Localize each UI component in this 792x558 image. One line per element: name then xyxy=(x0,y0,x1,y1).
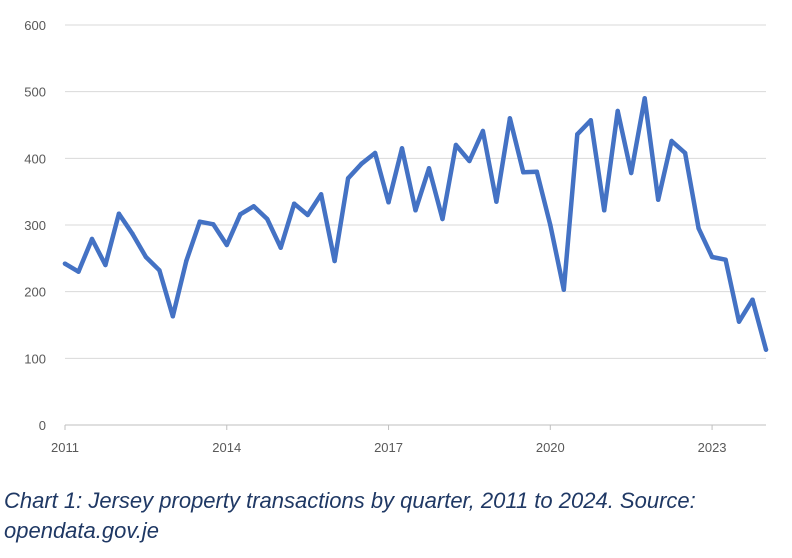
data-point xyxy=(130,231,135,236)
data-point xyxy=(103,262,108,268)
data-point xyxy=(170,314,176,319)
data-point xyxy=(318,192,324,197)
data-point xyxy=(211,222,216,227)
data-point xyxy=(116,211,122,216)
series-line xyxy=(62,96,769,352)
y-tick-label: 400 xyxy=(24,151,46,166)
data-point xyxy=(305,212,310,218)
data-point xyxy=(655,197,661,202)
x-tick-label: 2023 xyxy=(698,440,727,455)
data-point xyxy=(709,254,715,260)
data-point xyxy=(682,150,688,156)
data-point xyxy=(76,269,81,274)
data-point xyxy=(143,254,149,260)
y-tick-label: 500 xyxy=(24,85,46,100)
x-tick-label: 2017 xyxy=(374,440,403,455)
data-point xyxy=(669,138,674,144)
data-point xyxy=(467,158,472,164)
data-point xyxy=(413,208,418,213)
data-point xyxy=(548,222,553,228)
data-point xyxy=(197,219,203,224)
data-point xyxy=(238,212,243,217)
y-tick-label: 200 xyxy=(24,285,46,300)
y-tick-label: 300 xyxy=(24,218,46,233)
data-point xyxy=(575,132,580,137)
data-point xyxy=(184,258,189,264)
data-point xyxy=(736,319,742,324)
y-tick-label: 600 xyxy=(24,18,46,33)
data-point xyxy=(480,128,486,134)
data-point xyxy=(440,216,445,222)
data-point xyxy=(345,176,351,181)
x-tick-label: 2011 xyxy=(51,440,79,455)
x-tick-label: 2014 xyxy=(212,440,241,455)
gridlines xyxy=(65,24,766,426)
chart-caption: Chart 1: Jersey property transactions by… xyxy=(4,488,696,543)
x-axis-tick-labels: 2011 2014 2017 2020 2023 xyxy=(51,425,727,455)
data-point xyxy=(251,204,256,209)
data-point xyxy=(359,161,364,166)
data-point xyxy=(763,347,769,352)
data-point xyxy=(494,199,499,204)
data-point xyxy=(534,169,540,174)
data-point xyxy=(62,261,68,266)
data-point xyxy=(224,242,229,248)
data-point xyxy=(157,268,162,273)
data-point xyxy=(615,108,620,114)
data-point xyxy=(426,166,432,171)
data-point xyxy=(628,170,634,176)
data-point xyxy=(642,96,647,101)
data-point xyxy=(332,258,337,264)
data-point xyxy=(723,257,728,262)
line-chart: 0 100 200 300 400 500 600 2011 2014 2017 2020 2023 xyxy=(24,18,769,455)
y-axis-tick-labels: 0 100 200 300 400 500 600 xyxy=(24,18,46,433)
data-point xyxy=(291,201,297,206)
data-point xyxy=(507,116,513,121)
data-point xyxy=(521,170,526,175)
data-point xyxy=(372,150,378,156)
data-point xyxy=(265,216,270,222)
data-point xyxy=(602,208,607,213)
data-point xyxy=(561,287,566,292)
x-tick-label: 2020 xyxy=(536,440,565,455)
y-tick-label: 100 xyxy=(24,351,46,366)
y-tick-label: 0 xyxy=(39,418,46,433)
data-point xyxy=(278,245,283,250)
data-point xyxy=(453,142,459,148)
series-transactions xyxy=(62,96,769,352)
data-point xyxy=(386,200,391,205)
data-point xyxy=(750,297,755,302)
data-point xyxy=(399,146,405,151)
data-point xyxy=(696,226,701,231)
data-point xyxy=(588,118,593,123)
data-point xyxy=(89,236,95,242)
